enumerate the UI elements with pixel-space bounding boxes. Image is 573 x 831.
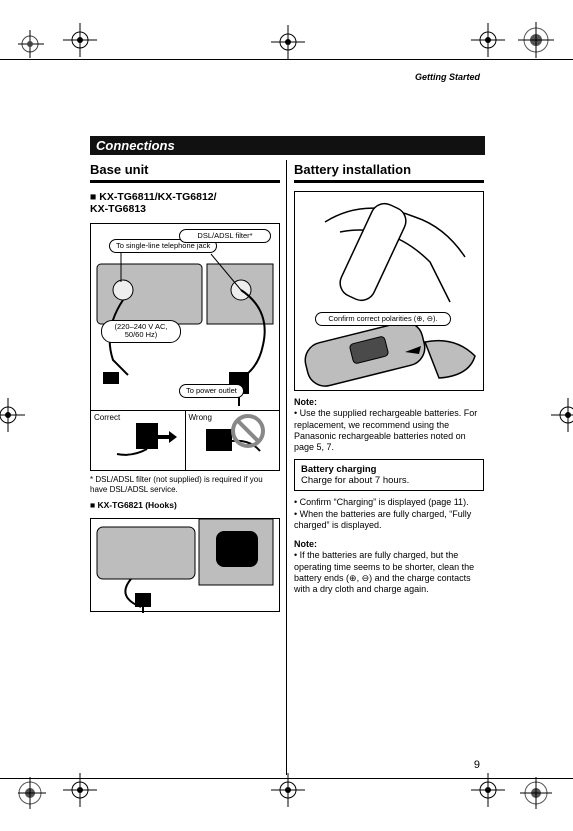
label-wrong: Wrong [189,413,212,422]
callout-dsl: DSL/ADSL filter* [179,229,271,243]
crop-mark-top-left [18,20,58,60]
right-column: Battery installation Confirm correct pol… [294,160,484,775]
column-divider [286,160,287,775]
right-section-title: Battery installation [294,160,484,183]
crop-mark-top-l2 [60,20,100,60]
crop-mark-top-right [516,20,556,60]
section-header: Connections [90,136,485,155]
adapter-orientation-figure: Correct Wrong [90,411,280,471]
note2-text: If the batteries are fully charged, but … [294,550,474,594]
crop-mark-top-mid [268,22,308,62]
hooks-caption: ■ KX-TG6821 (Hooks) [90,500,280,510]
hooks-figure [90,518,280,612]
charge-box: Battery charging Charge for about 7 hour… [294,459,484,491]
battery-install-figure: Confirm correct polarities (⊕, ⊖). [294,191,484,391]
battery-note2: Note: • If the batteries are fully charg… [294,539,484,595]
charge-b1: Confirm “Charging” is displayed (page 11… [300,497,469,507]
running-head: Getting Started [415,72,480,82]
left-subhead: ■ KX-TG6811/KX-TG6812/ KX-TG6813 [90,191,280,215]
note-text: Use the supplied rechargeable batteries.… [294,408,477,452]
charge-bullets: • Confirm “Charging” is displayed (page … [294,497,484,531]
label-correct: Correct [94,413,120,422]
charge-title: Battery charging [301,464,377,475]
dsl-footnote: * DSL/ADSL filter (not supplied) is requ… [90,475,280,494]
left-column: Base unit ■ KX-TG6811/KX-TG6812/ KX-TG68… [90,160,280,775]
callout-voltage: (220–240 V AC, 50/60 Hz) [101,320,181,343]
crop-mark-top-r2 [468,20,508,60]
callout-outlet: To power outlet [179,384,244,398]
charge-body: Charge for about 7 hours. [301,475,409,486]
note-label: Note: [294,397,317,407]
base-unit-wiring-figure: To single-line telephone jack DSL/ADSL f… [90,223,280,411]
page-number: 9 [474,759,480,771]
battery-note: Note: • Use the supplied rechargeable ba… [294,397,484,453]
charge-b2: When the batteries are fully charged, “F… [294,509,471,530]
left-section-title: Base unit [90,160,280,183]
callout-polarity: Confirm correct polarities (⊕, ⊖). [315,312,451,326]
note2-label: Note: [294,539,317,549]
crop-mark-bot-right [516,775,556,815]
crop-mark-bot-left [18,775,58,815]
page-body: Getting Started Connections Base unit ■ … [0,59,573,779]
